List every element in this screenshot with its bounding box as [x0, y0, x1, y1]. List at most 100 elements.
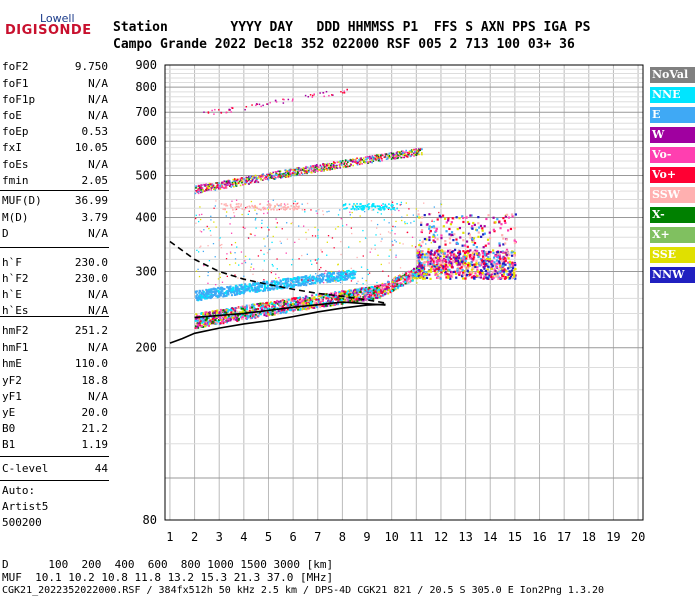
trace-point	[439, 259, 442, 262]
trace-point	[446, 256, 449, 259]
trace-point	[369, 155, 371, 158]
trace-point	[319, 302, 322, 305]
trace-point	[322, 169, 325, 172]
trace-point	[219, 244, 221, 247]
trace-point	[198, 275, 201, 278]
trace-point	[437, 259, 441, 263]
trace-point	[498, 276, 502, 280]
param-key: B1	[2, 438, 16, 451]
trace-point	[466, 268, 469, 271]
trace-point	[199, 320, 202, 323]
trace-point	[286, 207, 288, 210]
trace-point	[232, 180, 235, 183]
trace-point	[347, 161, 349, 164]
trace-point	[282, 278, 285, 281]
trace-point	[213, 316, 216, 319]
trace-point	[294, 308, 297, 311]
trace-point	[262, 208, 265, 211]
trace-point	[290, 205, 293, 207]
trace-point	[502, 237, 505, 240]
trace-point	[234, 262, 237, 264]
trace-point	[208, 259, 211, 262]
y-tick-label: 600	[135, 134, 157, 148]
trace-point	[269, 287, 272, 290]
trace-point	[286, 174, 289, 177]
trace-point	[390, 208, 392, 211]
trace-point	[383, 208, 386, 210]
trace-point	[245, 176, 248, 179]
trace-point	[263, 253, 265, 255]
x-tick-label: 12	[434, 530, 448, 544]
trace-point	[473, 223, 476, 226]
trace-point	[243, 208, 246, 211]
trace-point	[278, 208, 280, 211]
trace-point	[448, 268, 451, 272]
trace-point	[209, 319, 212, 322]
trace-point	[378, 296, 381, 299]
trace-point	[425, 238, 428, 241]
trace-point	[207, 324, 210, 327]
param-value: 230.0	[74, 272, 108, 285]
trace-point	[225, 185, 227, 187]
auto-label: Auto:	[2, 484, 36, 497]
trace-point	[267, 307, 270, 310]
trace-point	[272, 265, 274, 267]
trace-point	[433, 257, 436, 261]
trace-point	[248, 178, 251, 181]
trace-point	[440, 234, 443, 237]
trace-point	[246, 178, 248, 180]
trace-point	[286, 238, 289, 240]
trace-point	[260, 307, 263, 310]
trace-point	[292, 171, 295, 174]
trace-point	[201, 321, 204, 324]
param-key: fmin	[2, 174, 29, 187]
x-tick-label: 18	[582, 530, 596, 544]
trace-point	[350, 289, 353, 292]
trace-point	[391, 152, 393, 155]
trace-point	[277, 281, 280, 284]
trace-point	[249, 176, 252, 179]
trace-point	[484, 244, 487, 247]
trace-point	[396, 286, 399, 289]
trace-point	[472, 267, 475, 271]
trace-point	[225, 292, 228, 295]
param-value: N/A	[88, 158, 108, 171]
trace-point	[311, 294, 314, 297]
trace-point	[202, 290, 205, 293]
trace-point	[416, 251, 419, 255]
trace-point	[393, 278, 396, 281]
trace-point	[333, 247, 335, 249]
trace-point	[250, 263, 253, 265]
trace-point	[208, 185, 210, 187]
trace-point	[332, 295, 335, 298]
trace-point	[207, 296, 210, 299]
trace-point	[352, 206, 354, 209]
trace-point	[394, 276, 396, 278]
trace-point	[420, 221, 423, 224]
trace-point	[203, 190, 205, 192]
trace-point	[368, 272, 371, 274]
trace-point	[268, 229, 270, 231]
trace-point	[199, 295, 202, 298]
trace-point	[478, 271, 481, 274]
trace-point	[327, 235, 330, 237]
trace-point	[276, 311, 279, 314]
trace-point	[368, 298, 371, 301]
trace-point	[459, 271, 462, 274]
trace-point	[244, 261, 247, 264]
trace-point	[432, 264, 435, 267]
trace-point	[359, 241, 361, 243]
trace-point	[436, 256, 440, 260]
trace-point	[253, 283, 256, 286]
trace-point	[345, 224, 348, 226]
trace-point	[221, 185, 224, 187]
trace-point	[195, 190, 198, 192]
trace-point	[322, 273, 325, 276]
trace-point	[416, 149, 418, 152]
x-tick-label: 5	[265, 530, 272, 544]
trace-point	[305, 167, 307, 170]
trace-point	[293, 205, 296, 208]
trace-point	[260, 249, 262, 252]
trace-point	[333, 293, 336, 296]
trace-point	[224, 208, 226, 210]
